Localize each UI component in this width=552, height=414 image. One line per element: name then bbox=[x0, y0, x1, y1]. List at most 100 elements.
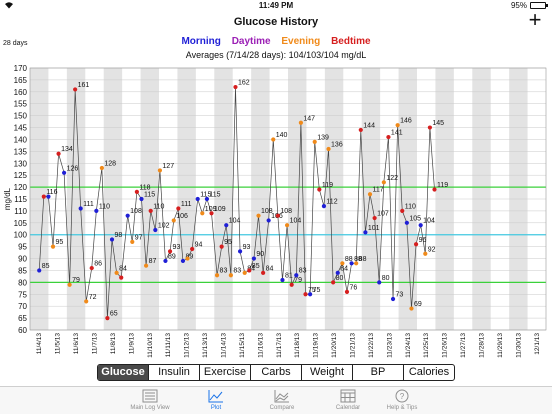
data-point bbox=[153, 227, 158, 233]
battery-percent: 95% bbox=[510, 1, 527, 10]
data-label: 108 bbox=[280, 208, 292, 215]
data-label: 109 bbox=[205, 206, 217, 213]
battery-indicator: 95% bbox=[510, 1, 548, 10]
data-label: 161 bbox=[78, 82, 90, 89]
x-tick-label: 11/12/13 bbox=[184, 333, 191, 358]
data-label: 119 bbox=[322, 182, 333, 189]
data-point bbox=[326, 146, 331, 152]
data-point bbox=[237, 249, 243, 254]
x-tick-label: 12/1/13 bbox=[534, 333, 541, 355]
tab-label: Help & Tips bbox=[386, 405, 418, 411]
data-point bbox=[367, 192, 373, 197]
data-point bbox=[317, 187, 322, 192]
tab-compare[interactable]: Compare bbox=[252, 389, 312, 411]
data-label: 110 bbox=[99, 203, 110, 210]
legend-morning: Morning bbox=[181, 36, 221, 47]
data-point bbox=[372, 215, 377, 221]
x-tick-label: 11/5/13 bbox=[55, 333, 62, 355]
segment-bp[interactable]: BP bbox=[353, 365, 404, 380]
segment-calories[interactable]: Calories bbox=[408, 366, 450, 378]
data-point bbox=[377, 280, 382, 285]
x-tick-label: 11/30/13 bbox=[515, 333, 522, 358]
x-tick-label: 11/27/13 bbox=[460, 333, 467, 358]
data-label: 83 bbox=[299, 268, 307, 275]
data-point bbox=[395, 123, 400, 128]
data-label: 145 bbox=[432, 120, 444, 127]
x-tick-label: 11/15/13 bbox=[239, 333, 246, 358]
data-point bbox=[349, 261, 354, 266]
compare-icon bbox=[274, 390, 289, 403]
data-point bbox=[190, 246, 195, 252]
segment-carbs[interactable]: Carbs bbox=[251, 365, 302, 380]
add-button[interactable]: + bbox=[528, 7, 542, 32]
y-tick-label: 70 bbox=[18, 302, 27, 311]
data-label: 116 bbox=[46, 189, 57, 196]
data-point bbox=[275, 213, 280, 218]
data-label: 87 bbox=[149, 258, 157, 265]
data-point bbox=[271, 137, 276, 142]
data-label: 84 bbox=[119, 265, 127, 272]
data-point bbox=[247, 268, 252, 273]
data-point bbox=[185, 256, 190, 261]
metric-segmented-control[interactable]: Glucose Insulin Exercise Carbs Weight BP… bbox=[97, 364, 455, 381]
data-point bbox=[298, 120, 303, 125]
data-point bbox=[180, 258, 186, 264]
segment-exercise[interactable]: Exercise bbox=[200, 365, 251, 380]
x-tick-label: 11/29/13 bbox=[497, 333, 504, 358]
data-point bbox=[423, 251, 428, 256]
averages-text: Averages (7/14/28 days): 104/103/104 mg/… bbox=[185, 50, 367, 60]
data-label: 104 bbox=[229, 218, 241, 225]
data-point bbox=[157, 168, 163, 173]
data-label: 75 bbox=[308, 287, 316, 294]
segment-glucose[interactable]: Glucose bbox=[98, 365, 149, 380]
data-point bbox=[303, 292, 308, 297]
y-tick-label: 90 bbox=[18, 255, 27, 264]
data-label: 106 bbox=[176, 213, 188, 220]
data-label: 84 bbox=[340, 265, 348, 272]
tab-help-tips[interactable]: ? Help & Tips bbox=[372, 389, 432, 411]
data-label: 105 bbox=[409, 215, 421, 222]
tab-calendar[interactable]: Calendar bbox=[318, 389, 378, 411]
list-icon bbox=[142, 389, 158, 403]
x-tick-label: 11/16/13 bbox=[257, 333, 264, 358]
y-axis-label: mg/dL bbox=[3, 187, 12, 210]
help-icon: ? bbox=[395, 389, 409, 403]
x-tick-label: 11/10/13 bbox=[147, 333, 154, 358]
data-point bbox=[46, 194, 51, 199]
data-label: 86 bbox=[94, 261, 102, 268]
data-point bbox=[228, 273, 233, 278]
glucose-chart[interactable]: 60 65 70 75 80 85 90 95 100 105 110 115 120 125 130 135… bbox=[0, 60, 552, 365]
data-point bbox=[331, 280, 336, 285]
data-label: 136 bbox=[331, 141, 343, 148]
segment-weight[interactable]: Weight bbox=[302, 365, 353, 380]
data-point bbox=[358, 127, 363, 133]
data-label: 92 bbox=[428, 246, 436, 253]
data-label: 147 bbox=[303, 115, 315, 122]
data-point bbox=[204, 196, 210, 202]
data-point bbox=[134, 189, 139, 194]
data-label: 126 bbox=[67, 165, 79, 172]
tab-label: Compare bbox=[269, 405, 295, 411]
data-label: 84 bbox=[266, 265, 274, 272]
data-label: 112 bbox=[326, 199, 337, 206]
y-tick-label: 160 bbox=[14, 88, 28, 97]
battery-icon bbox=[530, 2, 548, 9]
data-point bbox=[308, 292, 313, 297]
segment-insulin[interactable]: Insulin bbox=[149, 365, 200, 380]
data-label: 93 bbox=[243, 244, 251, 251]
data-point bbox=[233, 84, 238, 90]
data-point bbox=[105, 315, 110, 321]
data-label: 75 bbox=[313, 287, 321, 294]
data-point bbox=[418, 223, 423, 228]
data-label: 104 bbox=[290, 218, 302, 225]
data-label: 111 bbox=[181, 201, 192, 208]
legend-bedtime: Bedtime bbox=[331, 36, 371, 47]
data-point bbox=[280, 277, 285, 283]
data-label: 104 bbox=[423, 218, 435, 225]
data-point bbox=[256, 213, 261, 218]
tab-main-log-view[interactable]: Main Log View bbox=[120, 389, 180, 411]
data-label: 83 bbox=[220, 268, 228, 275]
data-label: 90 bbox=[256, 251, 264, 258]
tab-plot[interactable]: Plot bbox=[186, 389, 246, 411]
data-point bbox=[125, 213, 130, 218]
